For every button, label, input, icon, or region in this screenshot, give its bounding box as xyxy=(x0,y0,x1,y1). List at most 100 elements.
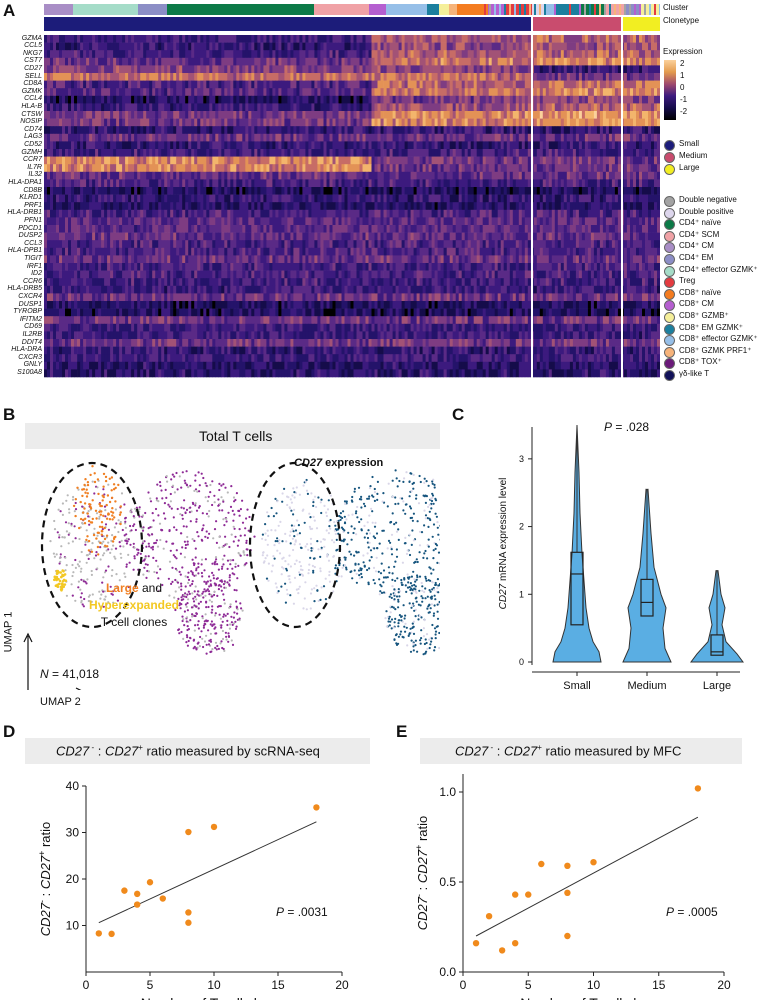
heatmap-cell xyxy=(101,179,105,188)
heatmap-cell xyxy=(263,57,267,66)
heatmap-cell xyxy=(431,187,435,195)
heatmap-cell xyxy=(215,50,219,59)
heatmap-cell xyxy=(155,133,159,142)
cluster-segment xyxy=(559,4,561,15)
heatmap-cell xyxy=(434,88,438,97)
heatmap-cell xyxy=(651,42,655,51)
heatmap-cell xyxy=(167,111,171,119)
heatmap-cell xyxy=(113,187,117,195)
heatmap-cell xyxy=(44,133,48,142)
heatmap-cell xyxy=(518,156,523,165)
heatmap-cell xyxy=(434,149,438,157)
heatmap-cell xyxy=(425,95,429,104)
heatmap-cell xyxy=(407,73,411,81)
heatmap-cell xyxy=(107,187,111,195)
heatmap-cell xyxy=(642,35,646,43)
heatmap-cell xyxy=(68,133,72,142)
heatmap-cell xyxy=(425,133,429,142)
heatmap-cell xyxy=(494,156,499,165)
heatmap-cell xyxy=(314,80,318,89)
heatmap-cell xyxy=(425,187,429,195)
heatmap-cell xyxy=(83,209,87,218)
heatmap-cell xyxy=(101,156,105,165)
gene-label: CXCR3 xyxy=(18,353,42,361)
heatmap-cell xyxy=(233,141,237,150)
heatmap-cell xyxy=(407,88,411,97)
heatmap-cell xyxy=(53,35,57,43)
heatmap-cell xyxy=(371,50,375,59)
heatmap-cell xyxy=(521,103,526,112)
heatmap-cell xyxy=(167,171,171,180)
heatmap-cell xyxy=(572,187,577,195)
heatmap-cell xyxy=(359,171,363,180)
heatmap-cell xyxy=(536,42,541,51)
heatmap-cell xyxy=(392,156,396,165)
heatmap-cell xyxy=(143,202,147,211)
heatmap-cell xyxy=(290,179,294,188)
heatmap-cell xyxy=(509,35,514,43)
heatmap-cell xyxy=(53,126,57,135)
heatmap-cell xyxy=(392,126,396,135)
heatmap-cell xyxy=(203,103,207,112)
heatmap-cell xyxy=(191,95,195,104)
heatmap-cell xyxy=(305,35,309,43)
heatmap-cell xyxy=(227,35,231,43)
heatmap-cell xyxy=(491,80,496,89)
heatmap-cell xyxy=(116,209,120,218)
heatmap-cell xyxy=(645,65,649,74)
heatmap-cell xyxy=(236,57,240,66)
heatmap-cell xyxy=(428,95,432,104)
heatmap-cell xyxy=(317,111,321,119)
heatmap-cell xyxy=(158,35,162,43)
heatmap-cell xyxy=(395,171,399,180)
heatmap-cell xyxy=(95,194,99,203)
heatmap-cell xyxy=(491,73,496,81)
heatmap-cell xyxy=(575,57,580,66)
heatmap-cell xyxy=(134,95,138,104)
heatmap-cell xyxy=(113,88,117,97)
heatmap-cell xyxy=(398,164,402,173)
heatmap-cell xyxy=(209,209,213,218)
heatmap-cell xyxy=(200,57,204,66)
heatmap-cell xyxy=(164,141,168,150)
heatmap-cell xyxy=(350,171,354,180)
heatmap-cell xyxy=(335,103,339,112)
heatmap-cell xyxy=(566,65,571,74)
heatmap-cell xyxy=(83,126,87,135)
heatmap-cell xyxy=(158,141,162,150)
heatmap-cell xyxy=(56,103,60,112)
heatmap-cell xyxy=(278,103,282,112)
heatmap-cell xyxy=(338,95,342,104)
heatmap-cell xyxy=(521,50,526,59)
heatmap-cell xyxy=(311,65,315,74)
heatmap-cell xyxy=(215,209,219,218)
heatmap-cell xyxy=(71,187,75,195)
heatmap-cell xyxy=(602,80,607,89)
heatmap-cell xyxy=(65,73,69,81)
heatmap-cell xyxy=(636,111,640,119)
heatmap-cell xyxy=(654,202,658,211)
heatmap-cell xyxy=(335,50,339,59)
heatmap-cell xyxy=(290,42,294,51)
heatmap-cell xyxy=(149,73,153,81)
heatmap-cell xyxy=(308,65,312,74)
heatmap-cell xyxy=(383,88,387,97)
heatmap-cell xyxy=(599,111,604,119)
heatmap-cell xyxy=(134,80,138,89)
heatmap-cell xyxy=(377,171,381,180)
heatmap-cell xyxy=(623,156,628,165)
heatmap-cell xyxy=(254,103,258,112)
heatmap-cell xyxy=(53,103,57,112)
heatmap-cell xyxy=(512,35,517,43)
heatmap-cell xyxy=(494,171,499,180)
cluster-segment xyxy=(544,4,546,15)
heatmap-cell xyxy=(636,187,640,195)
heatmap-cell xyxy=(623,141,628,150)
heatmap-cell xyxy=(407,149,411,157)
heatmap-cell xyxy=(305,65,309,74)
heatmap-cell xyxy=(317,80,321,89)
heatmap-cell xyxy=(98,187,102,195)
heatmap-cell xyxy=(326,42,330,51)
heatmap-cell xyxy=(377,126,381,135)
heatmap-cell xyxy=(320,209,324,218)
